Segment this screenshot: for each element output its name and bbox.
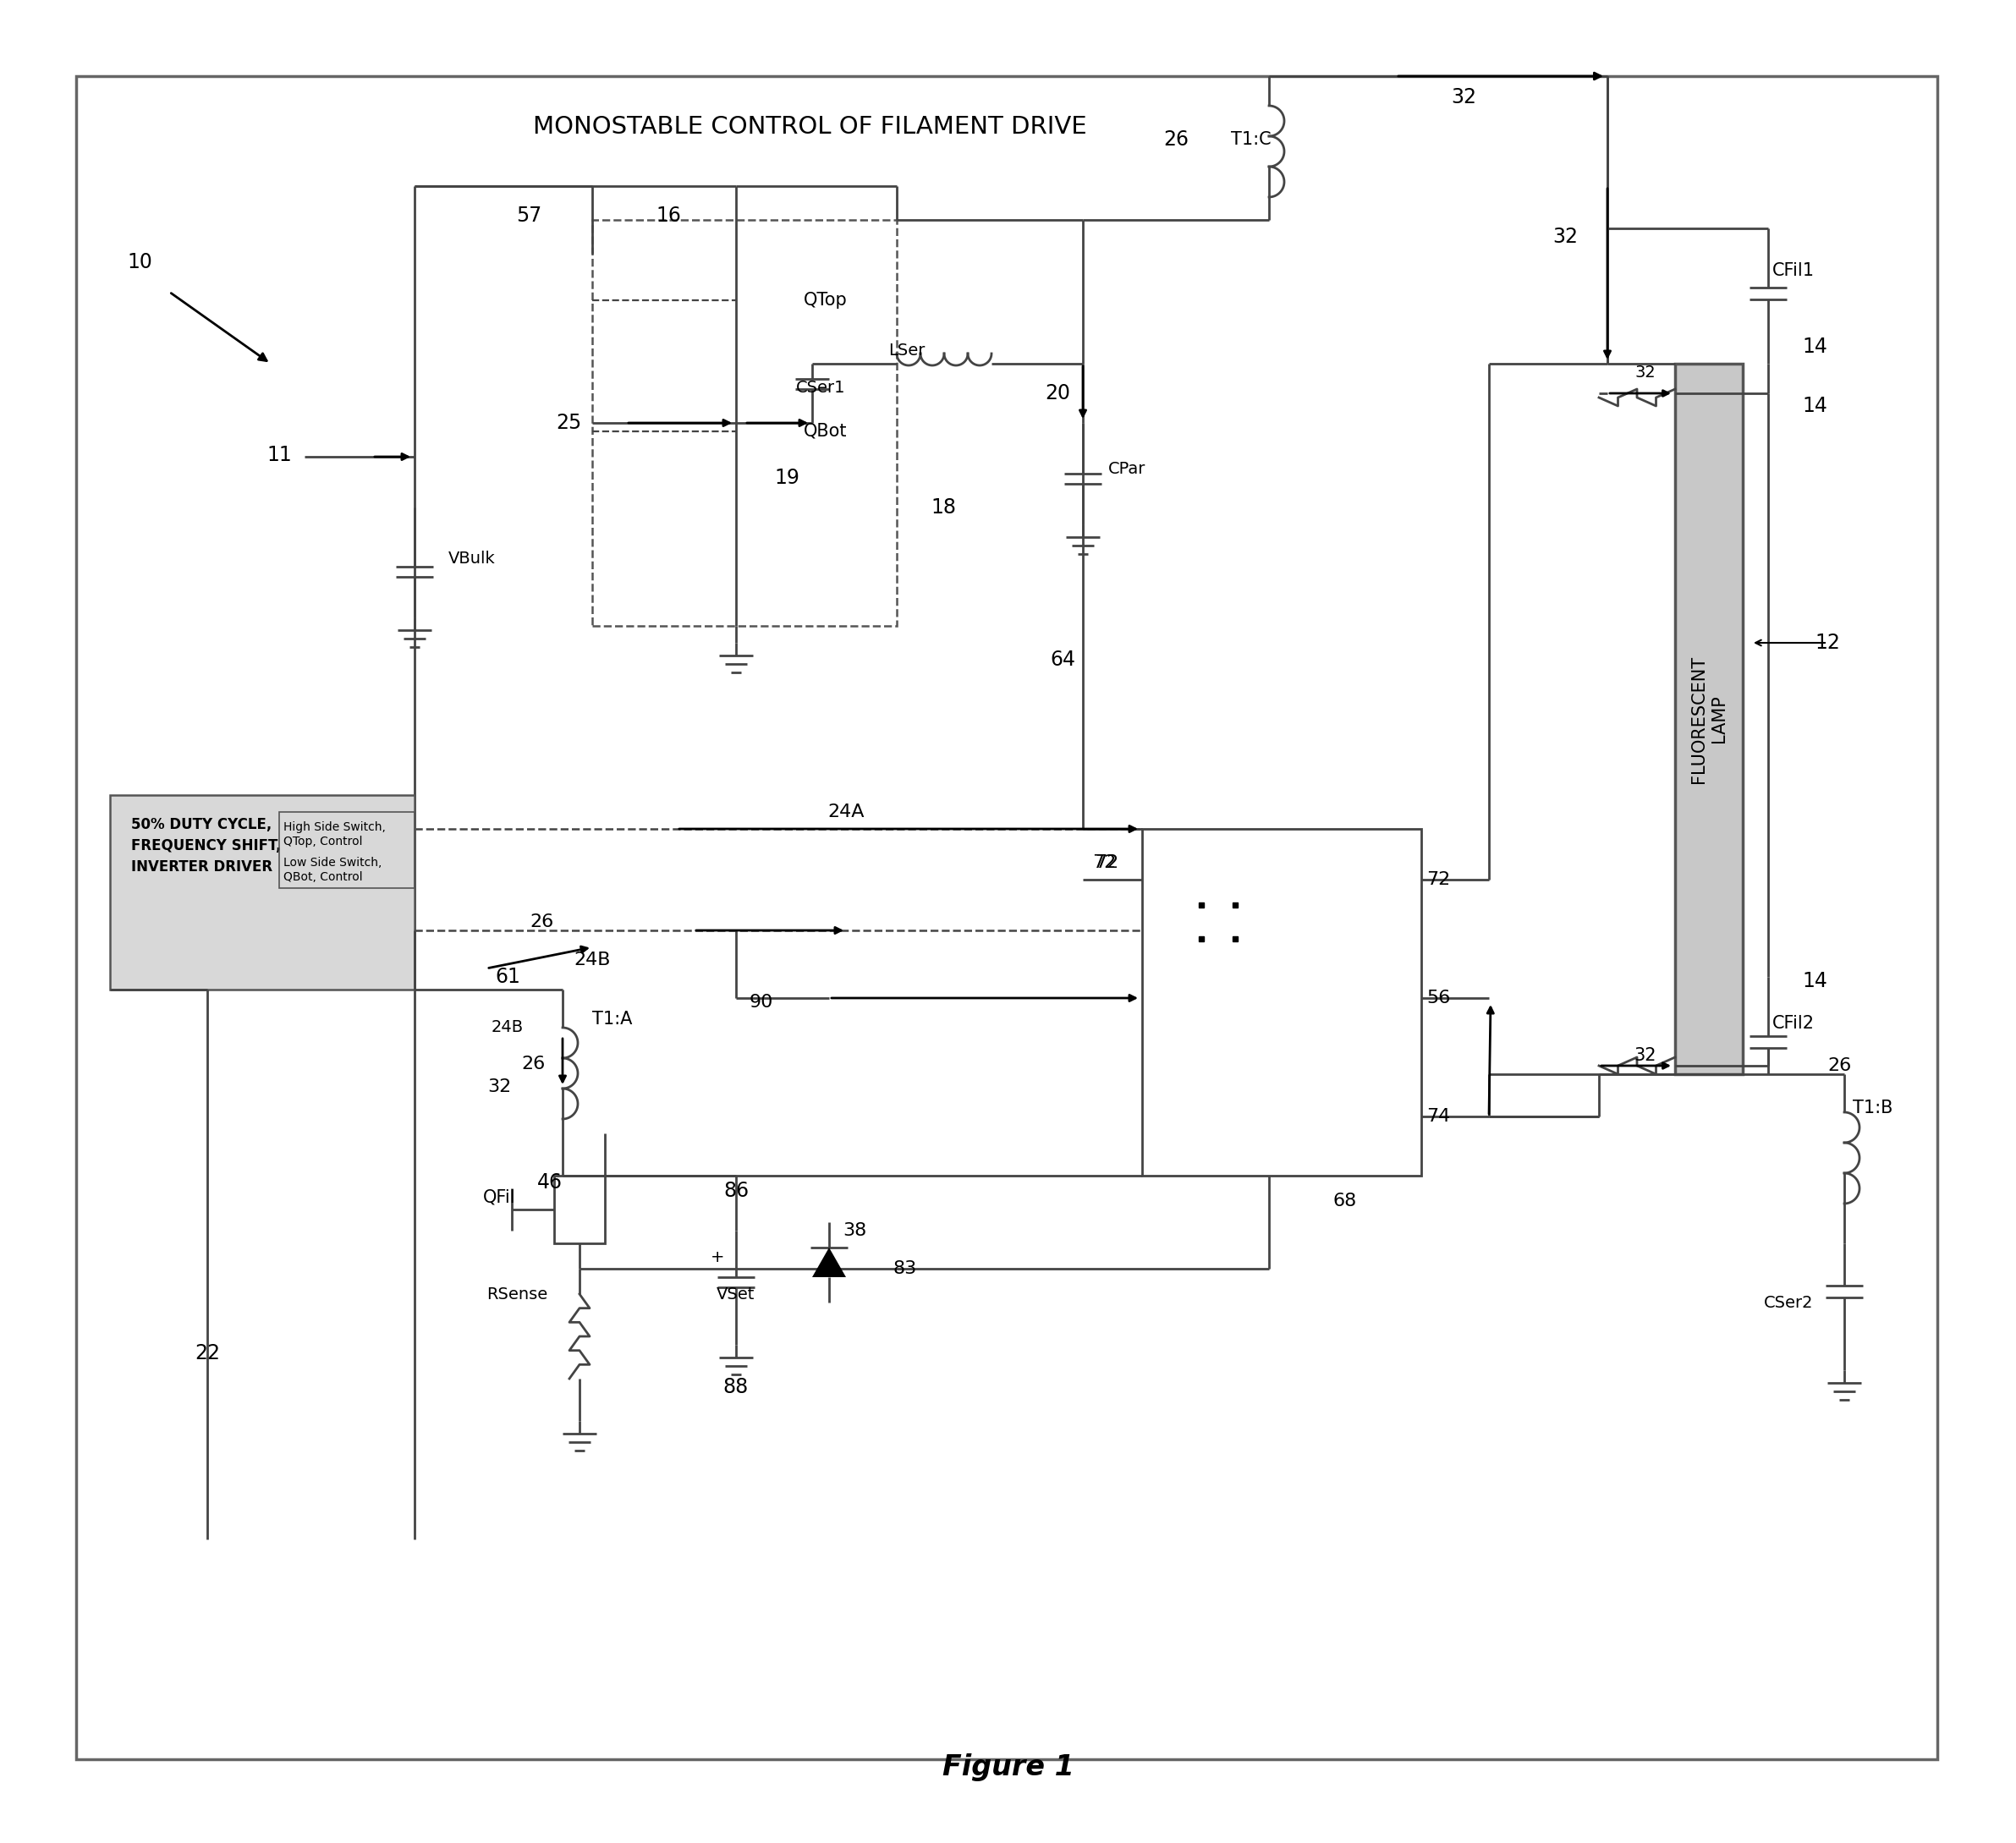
Text: 19: 19 [774,468,800,488]
Text: RSense: RSense [486,1286,548,1303]
Text: 68: 68 [1333,1192,1357,1209]
Bar [593,219,897,627]
Text: T1:C: T1:C [1232,131,1272,147]
Bar [1143,829,1421,1176]
Text: FLUORESCENT
LAMP: FLUORESCENT LAMP [1691,654,1728,783]
Text: High Side Switch,: High Side Switch, [284,822,385,833]
Text: CSer2: CSer2 [1764,1294,1812,1310]
Text: 88: 88 [724,1377,748,1397]
Text: QTop, Control: QTop, Control [284,835,363,848]
Text: 24B: 24B [575,951,611,968]
Text: VSet: VSet [718,1286,756,1303]
Bar [1675,363,1742,1074]
Text: 50% DUTY CYCLE,: 50% DUTY CYCLE, [131,816,272,833]
Text: 26: 26 [1829,1058,1853,1074]
Text: 32: 32 [1635,1047,1657,1063]
Bar [111,794,415,990]
Text: 38: 38 [843,1222,867,1238]
Text: 20: 20 [1044,383,1070,404]
Text: 16: 16 [655,206,681,227]
Text: 25: 25 [556,413,581,433]
Text: Figure 1: Figure 1 [941,1753,1075,1780]
Text: 26: 26 [530,914,552,931]
Text: 90: 90 [750,993,774,1010]
Text: 32: 32 [488,1078,512,1095]
Text: 10: 10 [127,252,153,273]
Text: T1:A: T1:A [593,1010,633,1028]
Text: 86: 86 [724,1181,748,1202]
Text: 26: 26 [520,1056,544,1073]
Text: CFil1: CFil1 [1772,262,1814,278]
Text: Low Side Switch,: Low Side Switch, [284,857,381,868]
Text: MONOSTABLE CONTROL OF FILAMENT DRIVE: MONOSTABLE CONTROL OF FILAMENT DRIVE [532,114,1087,138]
Text: 83: 83 [893,1261,917,1277]
Text: +: + [710,1250,724,1266]
Text: CSer1: CSer1 [796,380,845,396]
Text: 18: 18 [931,498,956,518]
Text: FREQUENCY SHIFT,: FREQUENCY SHIFT, [131,839,280,853]
Text: 14: 14 [1802,396,1826,417]
Text: 72: 72 [1425,872,1450,888]
Text: LSer: LSer [889,343,925,359]
Text: 22: 22 [196,1344,220,1364]
Text: 24A: 24A [829,804,865,820]
Text: 57: 57 [516,206,542,227]
Bar [278,813,415,888]
Text: 72: 72 [1093,855,1117,872]
Text: QTop: QTop [804,291,847,310]
Text: QFil: QFil [484,1189,516,1205]
Text: VBulk: VBulk [448,551,496,566]
Text: 32: 32 [1635,365,1655,380]
Text: 11: 11 [266,444,292,464]
Text: 64: 64 [1050,649,1075,669]
Text: 12: 12 [1814,632,1841,652]
Polygon shape [812,1248,847,1277]
Text: 74: 74 [1425,1108,1450,1124]
Text: T1:B: T1:B [1853,1100,1893,1117]
Text: 24B: 24B [492,1019,524,1036]
Text: INVERTER DRIVER: INVERTER DRIVER [131,859,272,875]
Text: QBot: QBot [804,422,847,440]
Text: QBot, Control: QBot, Control [284,872,363,883]
Bar [554,1176,605,1244]
Text: 26: 26 [1163,129,1189,149]
Text: 14: 14 [1802,971,1826,992]
Text: CPar: CPar [1109,461,1145,477]
Text: 32: 32 [1552,227,1579,247]
Text: 14: 14 [1802,337,1826,358]
Text: CFil2: CFil2 [1772,1015,1814,1032]
Text: 56: 56 [1425,990,1450,1006]
Text: 61: 61 [496,968,520,988]
Text: 46: 46 [536,1172,562,1192]
Text: 72: 72 [1095,855,1119,872]
Text: 32: 32 [1452,87,1476,107]
